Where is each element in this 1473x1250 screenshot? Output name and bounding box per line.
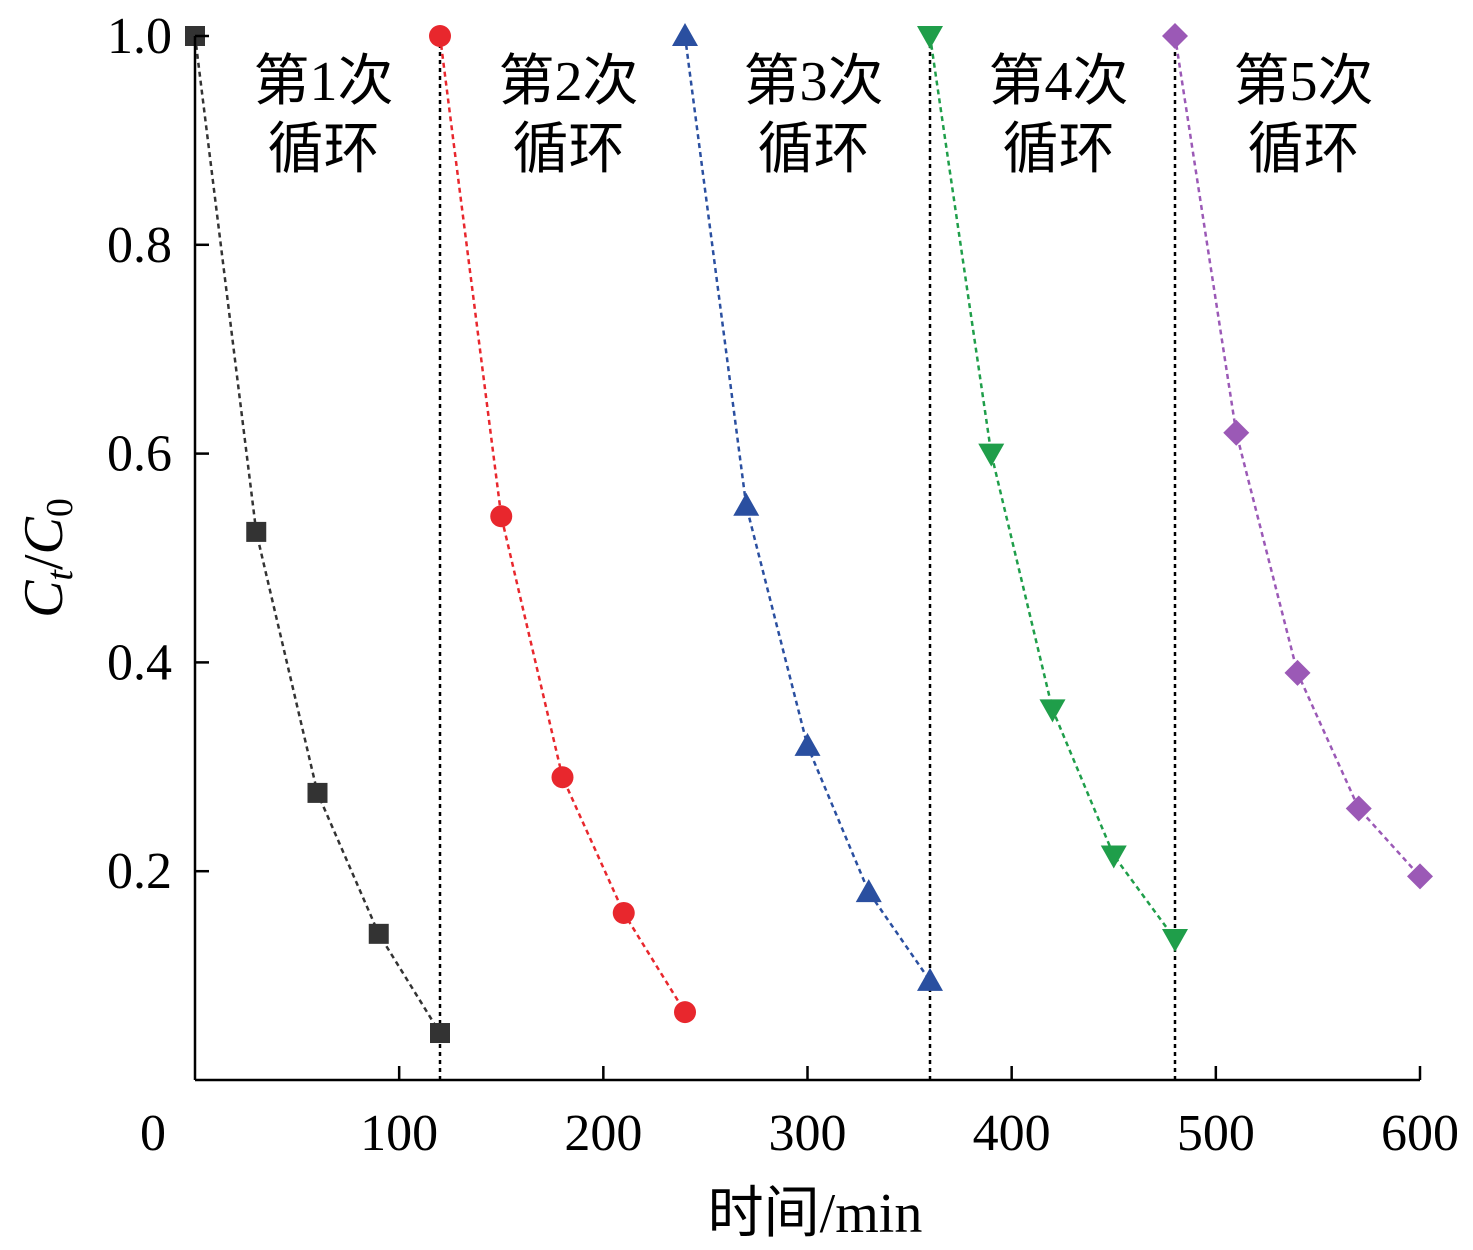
series-1	[185, 26, 450, 1044]
ticks: 0 100 200 300 400 500 600 0.2 0.4 0.6 0.8 1.0	[107, 8, 1459, 1162]
data-point-circle	[551, 766, 574, 789]
data-point-circle	[429, 25, 451, 47]
cycle-label-line2: 循环	[513, 119, 625, 181]
y-axis-title-sub-0: 0	[39, 498, 81, 517]
cycle-label-line1: 第1次	[254, 51, 394, 113]
data-point-circle	[490, 505, 513, 528]
x-axis-title: 时间/min	[708, 1183, 923, 1245]
x-tick-label: 400	[973, 1105, 1051, 1162]
series-2	[429, 25, 696, 1024]
data-point-triangle-down	[1100, 845, 1127, 869]
y-tick-label: 1.0	[107, 8, 172, 65]
series-4	[917, 26, 1188, 953]
x-tick-label: 200	[564, 1105, 642, 1162]
series-line	[193, 35, 442, 1034]
cycle-label-line2: 循环	[1003, 119, 1115, 181]
y-tick-label: 0.6	[107, 426, 172, 483]
series-3	[672, 23, 943, 991]
data-point-circle	[612, 901, 635, 924]
cycle-label-line2: 循环	[268, 119, 380, 181]
x-tick-label: 300	[769, 1105, 847, 1162]
cycle-dividers	[438, 36, 1177, 1080]
data-point-triangle-down	[1162, 929, 1188, 953]
data-point-triangle-up	[794, 732, 821, 756]
data-point-triangle-up	[672, 23, 698, 46]
x-tick-label: 0	[140, 1105, 166, 1162]
data-point-triangle-up	[855, 879, 882, 903]
series-5	[1162, 23, 1433, 890]
data-point-diamond	[1223, 419, 1250, 446]
cycle-label-line1: 第5次	[1234, 51, 1374, 113]
cycle-label-line2: 循环	[1248, 119, 1360, 181]
y-tick-label: 0.2	[107, 843, 172, 900]
data-point-square	[307, 782, 328, 803]
data-point-square	[246, 521, 267, 542]
series-layer	[185, 23, 1433, 1044]
data-point-square	[368, 923, 389, 944]
x-tick-label: 500	[1177, 1105, 1255, 1162]
y-axis-title-sub-t: t	[39, 569, 81, 581]
y-axis-title-slash: /	[13, 554, 75, 570]
y-axis-title-c2: C	[13, 516, 75, 554]
cycle-label-line1: 第4次	[989, 51, 1129, 113]
x-tick-label: 600	[1381, 1105, 1459, 1162]
data-point-diamond	[1162, 23, 1188, 49]
y-axis-title: Ct/C0	[13, 498, 81, 618]
data-point-triangle-up	[733, 492, 760, 516]
data-point-triangle-down	[978, 443, 1005, 467]
y-axis-title-c1: C	[13, 580, 75, 618]
cycle-label-line2: 循环	[758, 119, 870, 181]
y-tick-label: 0.8	[107, 217, 172, 274]
x-tick-label: 100	[360, 1105, 438, 1162]
data-point-circle	[674, 1001, 696, 1024]
data-point-square	[430, 1023, 450, 1044]
data-point-triangle-down	[1039, 699, 1066, 723]
axes	[193, 36, 1420, 1082]
data-point-diamond	[1284, 659, 1311, 686]
series-line	[438, 35, 687, 1013]
data-point-triangle-up	[917, 967, 943, 991]
data-point-triangle-down	[917, 26, 943, 49]
cycle-label-line1: 第3次	[744, 51, 884, 113]
data-point-diamond	[1345, 795, 1372, 822]
data-point-diamond	[1407, 863, 1433, 890]
y-tick-label: 0.4	[107, 634, 172, 691]
cycle-label-line1: 第2次	[499, 51, 639, 113]
